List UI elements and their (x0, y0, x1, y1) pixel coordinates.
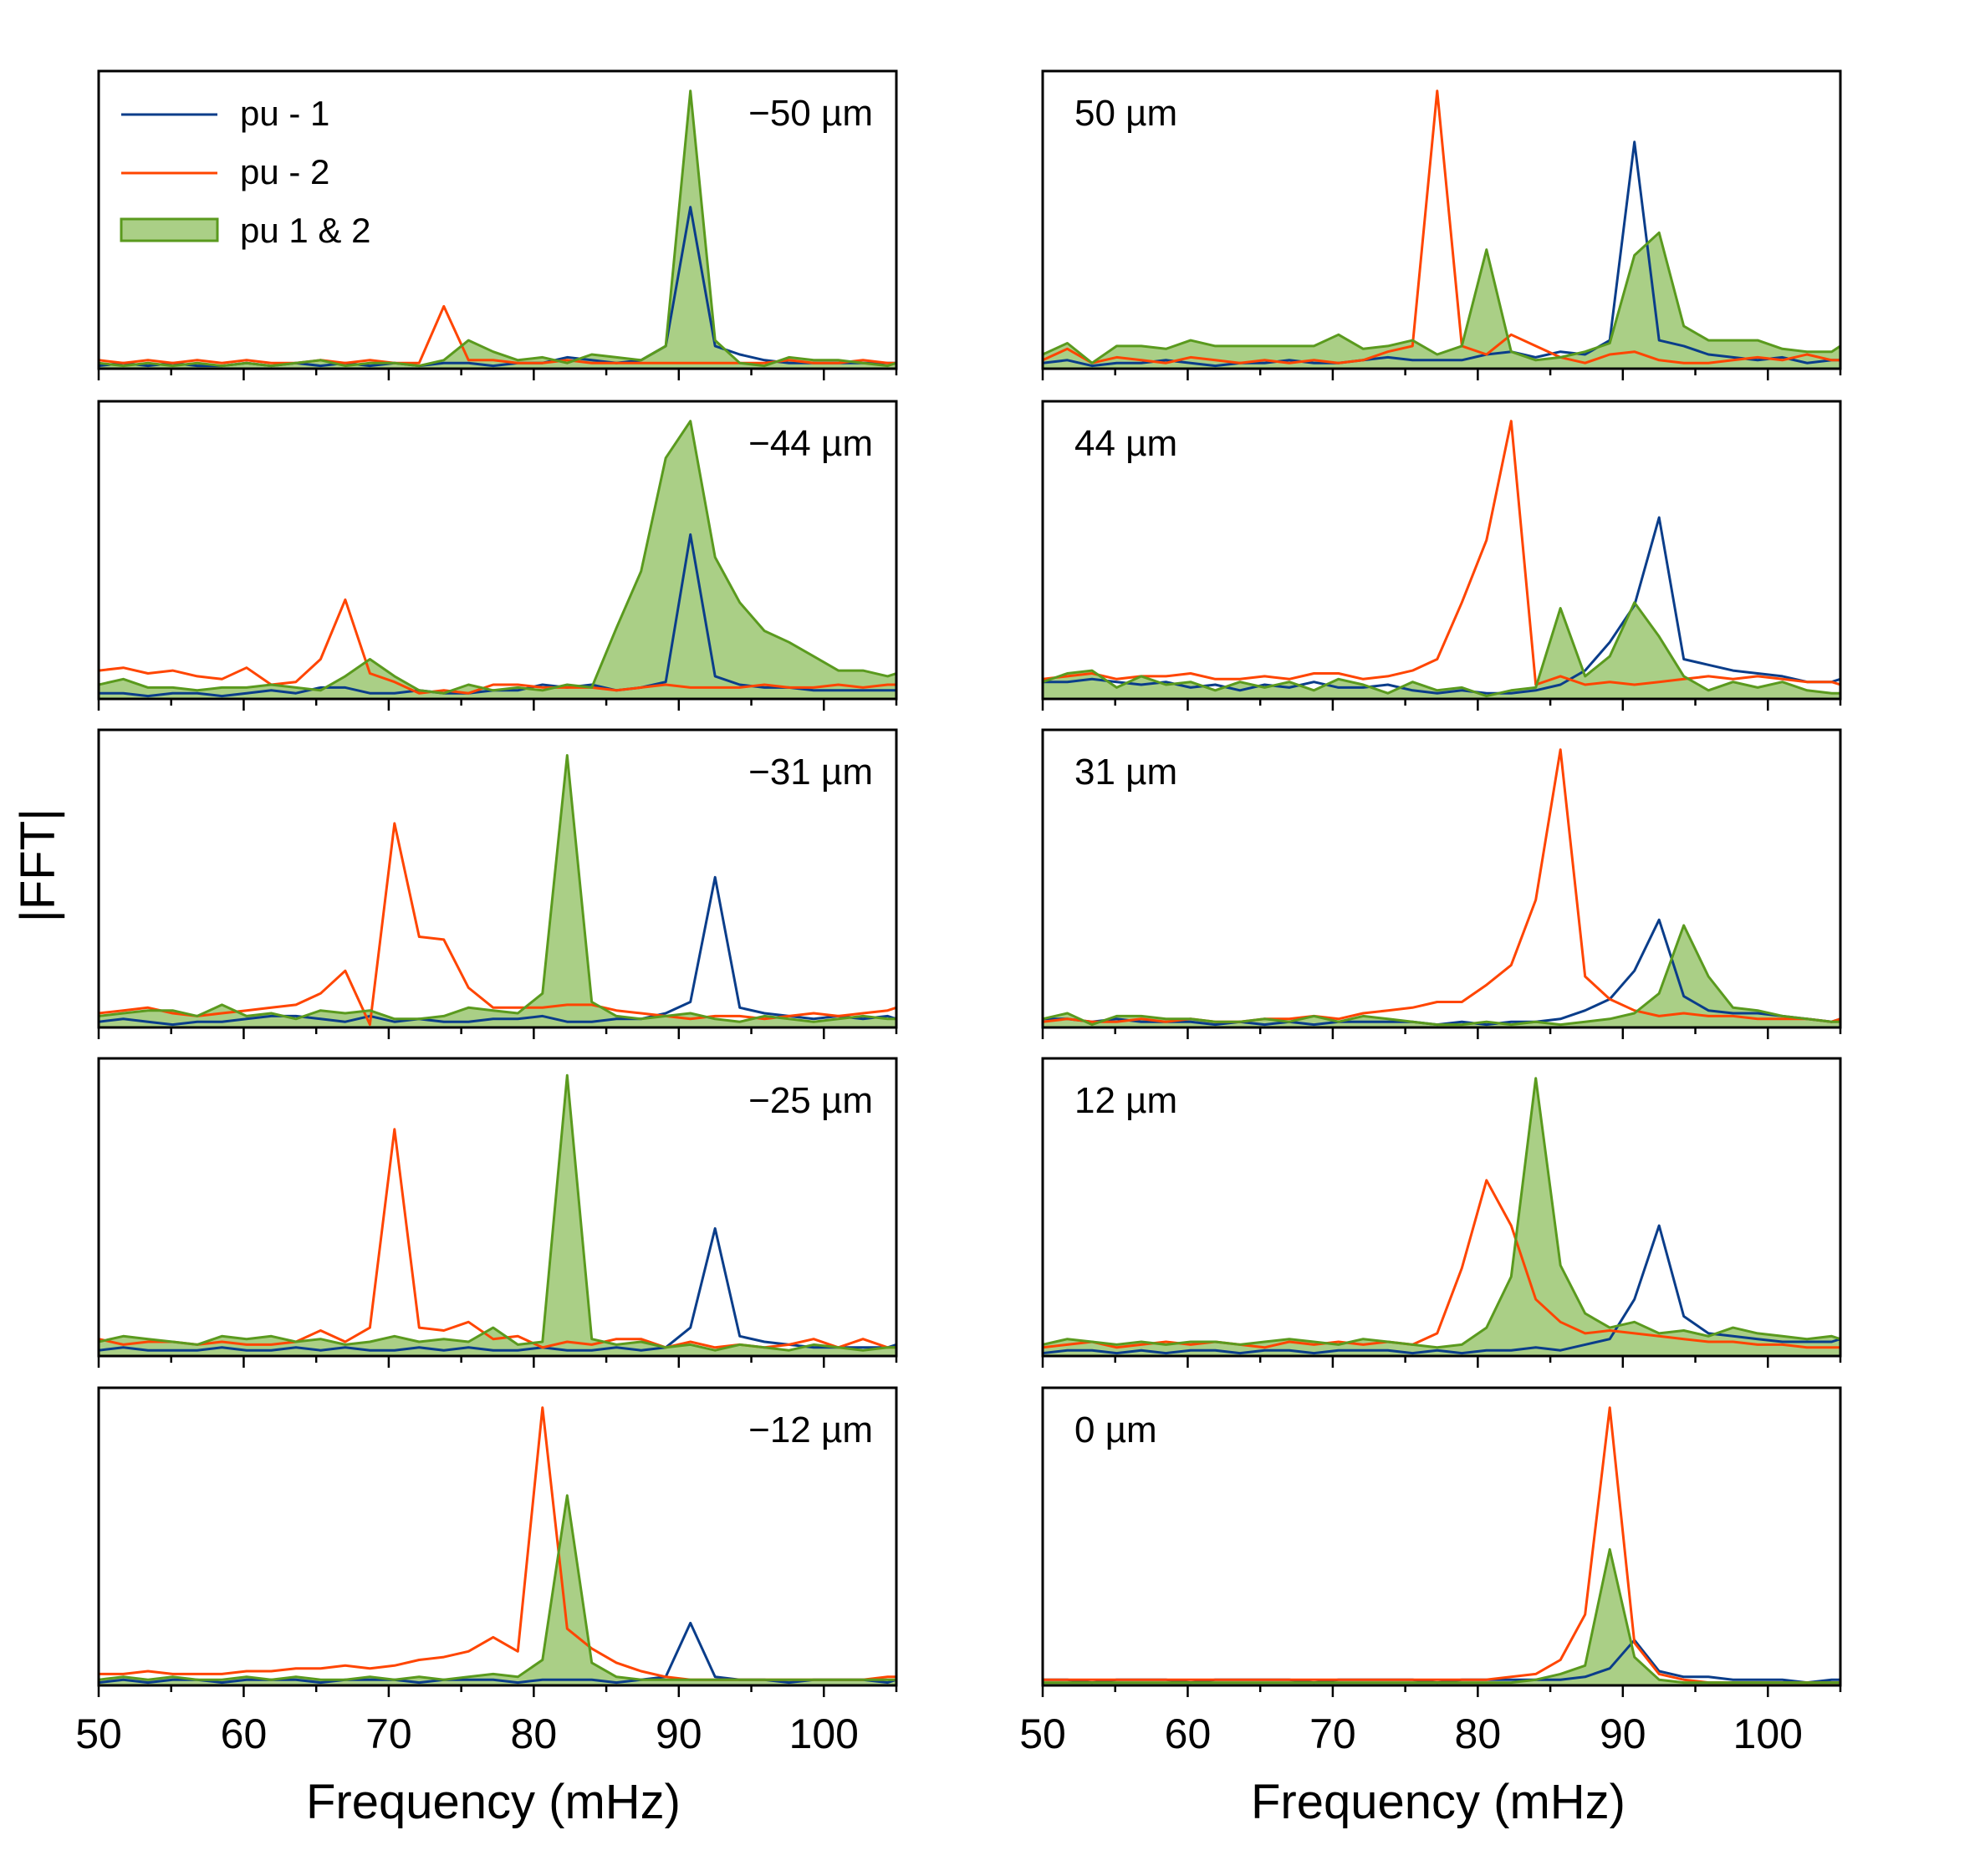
plot-area (1043, 1406, 1840, 1685)
series-line-pu1 (1043, 1639, 1840, 1685)
panel-7: −25 µm (97, 1057, 898, 1368)
series-line-pu1 (1043, 516, 1840, 695)
series-line-pu12 (1043, 1547, 1840, 1685)
panel-frame (97, 69, 898, 370)
series-line-pu1 (99, 875, 896, 1027)
series-line-pu2 (1043, 89, 1840, 364)
panel-title: 12 µm (1074, 1080, 1177, 1121)
plot-area (1043, 89, 1840, 369)
panel-title: 0 µm (1074, 1410, 1157, 1450)
series-line-pu12 (1043, 1077, 1840, 1349)
series-line-pu2 (99, 822, 896, 1027)
panel-10: 0 µm 50 60 70 80 90 100 (1019, 1386, 1842, 1757)
panel-title: −31 µm (748, 752, 873, 793)
plot-area (1043, 420, 1840, 699)
series-line-pu12 (1043, 924, 1840, 1027)
panel-title: 31 µm (1074, 752, 1177, 793)
panel-title: −44 µm (748, 423, 873, 464)
panel-frame (97, 400, 898, 701)
panel-frame (1041, 400, 1842, 701)
series-line-pu1 (99, 1226, 896, 1352)
series-line-pu1 (99, 533, 896, 698)
x-tick-label: 80 (511, 1710, 558, 1757)
x-tick-label: 90 (656, 1710, 702, 1757)
x-tick-label: 90 (1600, 1710, 1646, 1757)
series-area-pu12 (99, 755, 896, 1027)
y-axis-label: |FFT| (11, 808, 65, 922)
series-area-pu12 (1043, 602, 1840, 699)
panel-frame (97, 1057, 898, 1358)
legend-label-pu12: pu 1 & 2 (240, 211, 370, 250)
series-line-pu2 (1043, 420, 1840, 686)
x-tick-label: 60 (1165, 1710, 1212, 1757)
legend-label-pu1: pu - 1 (240, 94, 329, 133)
series-line-pu2 (1043, 1179, 1840, 1349)
series-line-pu12 (1043, 601, 1840, 698)
panel-frame (97, 728, 898, 1029)
panel-2: 50 µm (1041, 69, 1842, 380)
panel-1: −50 µm (97, 69, 898, 380)
panel-title: −12 µm (748, 1410, 873, 1450)
plot-area (1043, 1077, 1840, 1356)
x-tick-label: 70 (365, 1710, 412, 1757)
panel-4: 44 µm (1041, 400, 1842, 711)
series-line-pu12 (1043, 231, 1840, 364)
panel-title: 44 µm (1074, 423, 1177, 464)
series-area-pu12 (1043, 1549, 1840, 1685)
series-area-pu12 (99, 1495, 896, 1685)
series-line-pu12 (99, 1494, 896, 1681)
series-area-pu12 (99, 421, 896, 699)
x-tick-label: 60 (221, 1710, 268, 1757)
panel-3: −44 µm (97, 400, 898, 711)
panel-9: −12 µm 50 60 70 80 90 100 (75, 1386, 898, 1757)
series-line-pu12 (99, 89, 896, 368)
series-line-pu12 (99, 754, 896, 1023)
x-tick-label: 50 (1019, 1710, 1066, 1757)
series-line-pu1 (1043, 140, 1840, 368)
x-tick-label: 100 (1733, 1710, 1803, 1757)
series-line-pu1 (99, 1621, 896, 1685)
series-line-pu2 (99, 1128, 896, 1349)
series-line-pu2 (1043, 748, 1840, 1023)
plot-area (99, 420, 896, 699)
panel-frame (97, 1386, 898, 1687)
legend: pu - 1 pu - 2 pu 1 & 2 (120, 94, 370, 250)
plot-area (99, 1073, 896, 1356)
panels-layer: −50 µm 50 µm −44 µm 44 µm −31 µm 31 µm −25 µm 1… (75, 69, 1842, 1757)
panel-frame (1041, 1057, 1842, 1358)
series-line-pu12 (99, 420, 896, 695)
x-tick-label: 70 (1309, 1710, 1356, 1757)
legend-label-pu2: pu - 2 (240, 152, 329, 191)
panel-8: 12 µm (1041, 1057, 1842, 1368)
x-tick-label: 50 (75, 1710, 122, 1757)
panel-frame (1041, 1386, 1842, 1687)
x-tick-label: 80 (1455, 1710, 1502, 1757)
panel-5: −31 µm (97, 728, 898, 1039)
plot-area (99, 89, 896, 369)
x-axis-label-left: Frequency (mHz) (306, 1775, 681, 1829)
series-area-pu12 (1043, 232, 1840, 369)
x-axis-label-right: Frequency (mHz) (1251, 1775, 1625, 1829)
series-line-pu2 (99, 598, 896, 695)
series-line-pu12 (99, 1073, 896, 1352)
panel-6: 31 µm (1041, 728, 1842, 1039)
series-line-pu1 (1043, 1224, 1840, 1355)
plot-area (1043, 748, 1840, 1027)
series-line-pu1 (1043, 918, 1840, 1027)
panel-frame (1041, 728, 1842, 1029)
plot-area (99, 1406, 896, 1685)
series-line-pu2 (1043, 1406, 1840, 1685)
legend-swatch-pu12 (120, 217, 219, 242)
panel-title: 50 µm (1074, 93, 1177, 134)
panel-title: −50 µm (748, 93, 873, 134)
panel-frame (1041, 69, 1842, 370)
x-tick-label: 100 (789, 1710, 859, 1757)
panel-title: −25 µm (748, 1080, 873, 1121)
plot-area (99, 754, 896, 1027)
